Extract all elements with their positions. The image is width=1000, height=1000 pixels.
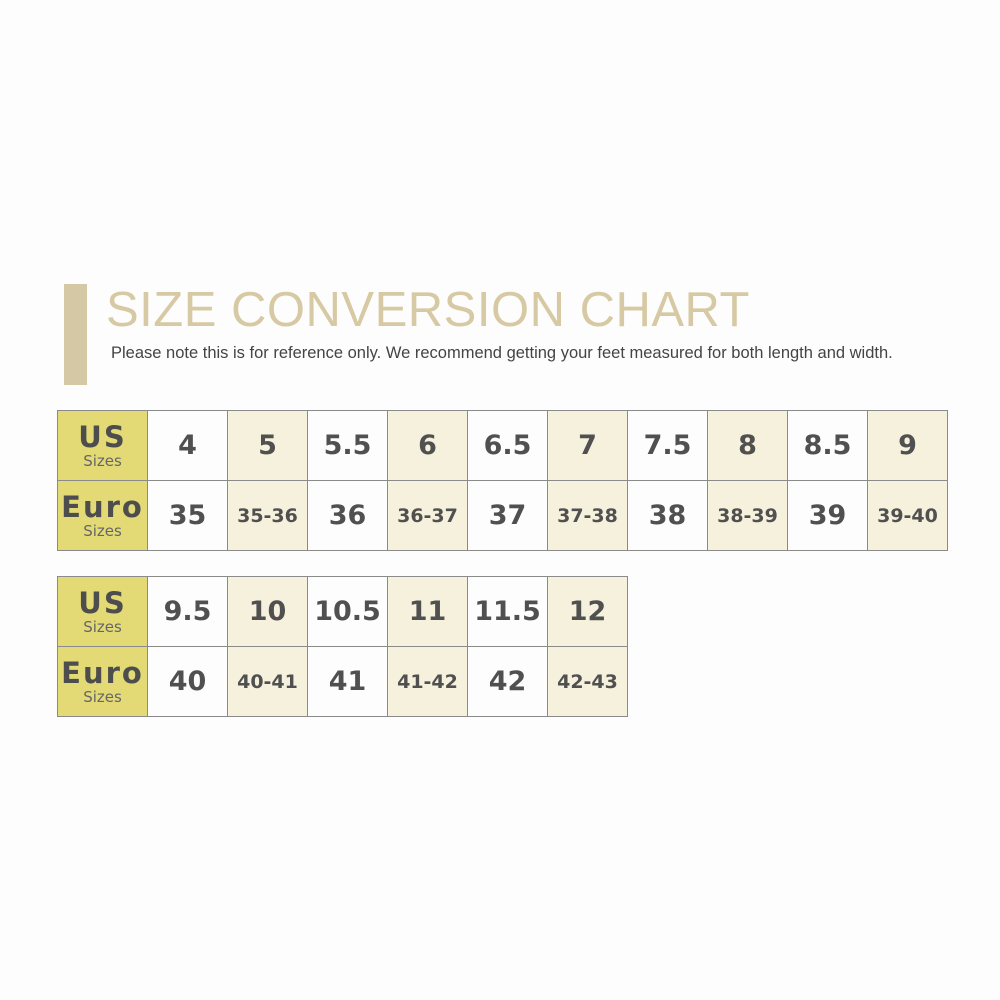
us-size-cell: 8.5 <box>787 410 868 481</box>
sizes-label: Sizes <box>83 451 122 470</box>
us-label: US <box>78 585 127 620</box>
euro-size-cell: 36-37 <box>387 480 468 551</box>
us-size-cell: 8 <box>707 410 788 481</box>
us-size-cell: 5 <box>227 410 308 481</box>
euro-size-cell: 37-38 <box>547 480 628 551</box>
euro-label: Euro <box>61 655 144 690</box>
page-title: SIZE CONVERSION CHART <box>106 283 750 337</box>
reference-note: Please note this is for reference only. … <box>111 344 893 362</box>
euro-size-cell: 42-43 <box>547 646 628 717</box>
euro-size-cell: 36 <box>307 480 388 551</box>
us-size-cell: 5.5 <box>307 410 388 481</box>
us-header-cell: US Sizes <box>57 576 148 647</box>
us-size-cell: 11.5 <box>467 576 548 647</box>
euro-size-cell: 35 <box>147 480 228 551</box>
sizes-label: Sizes <box>83 687 122 706</box>
size-table-2: US Sizes 9.5 10 10.5 11 11.5 12 Euro Sizes 40 40-41… <box>57 576 628 717</box>
euro-label: Euro <box>61 489 144 524</box>
euro-size-cell: 39 <box>787 480 868 551</box>
us-size-cell: 11 <box>387 576 468 647</box>
euro-size-cell: 42 <box>467 646 548 717</box>
euro-header-cell: Euro Sizes <box>57 480 148 551</box>
us-size-cell: 12 <box>547 576 628 647</box>
euro-size-cell: 40-41 <box>227 646 308 717</box>
euro-size-cell: 41-42 <box>387 646 468 717</box>
us-label: US <box>78 419 127 454</box>
euro-size-cell: 39-40 <box>867 480 948 551</box>
us-size-cell: 4 <box>147 410 228 481</box>
euro-size-cell: 41 <box>307 646 388 717</box>
us-row: US Sizes 9.5 10 10.5 11 11.5 12 <box>57 576 628 647</box>
us-size-cell: 7 <box>547 410 628 481</box>
us-size-cell: 9 <box>867 410 948 481</box>
sizes-label: Sizes <box>83 521 122 540</box>
euro-header-cell: Euro Sizes <box>57 646 148 717</box>
us-size-cell: 10 <box>227 576 308 647</box>
us-size-cell: 10.5 <box>307 576 388 647</box>
size-table-1: US Sizes 4 5 5.5 6 6.5 7 7.5 8 8.5 9 Euro Sizes 35 35-3… <box>57 410 948 551</box>
us-size-cell: 9.5 <box>147 576 228 647</box>
euro-size-cell: 40 <box>147 646 228 717</box>
sizes-label: Sizes <box>83 617 122 636</box>
euro-row: Euro Sizes 35 35-36 36 36-37 37 37-38 38 38-39 39 3… <box>57 480 948 551</box>
euro-size-cell: 37 <box>467 480 548 551</box>
euro-row: Euro Sizes 40 40-41 41 41-42 42 42-43 <box>57 646 628 717</box>
euro-size-cell: 38-39 <box>707 480 788 551</box>
euro-size-cell: 38 <box>627 480 708 551</box>
us-header-cell: US Sizes <box>57 410 148 481</box>
us-size-cell: 7.5 <box>627 410 708 481</box>
euro-size-cell: 35-36 <box>227 480 308 551</box>
accent-bar <box>64 284 87 385</box>
us-row: US Sizes 4 5 5.5 6 6.5 7 7.5 8 8.5 9 <box>57 410 948 481</box>
us-size-cell: 6 <box>387 410 468 481</box>
us-size-cell: 6.5 <box>467 410 548 481</box>
